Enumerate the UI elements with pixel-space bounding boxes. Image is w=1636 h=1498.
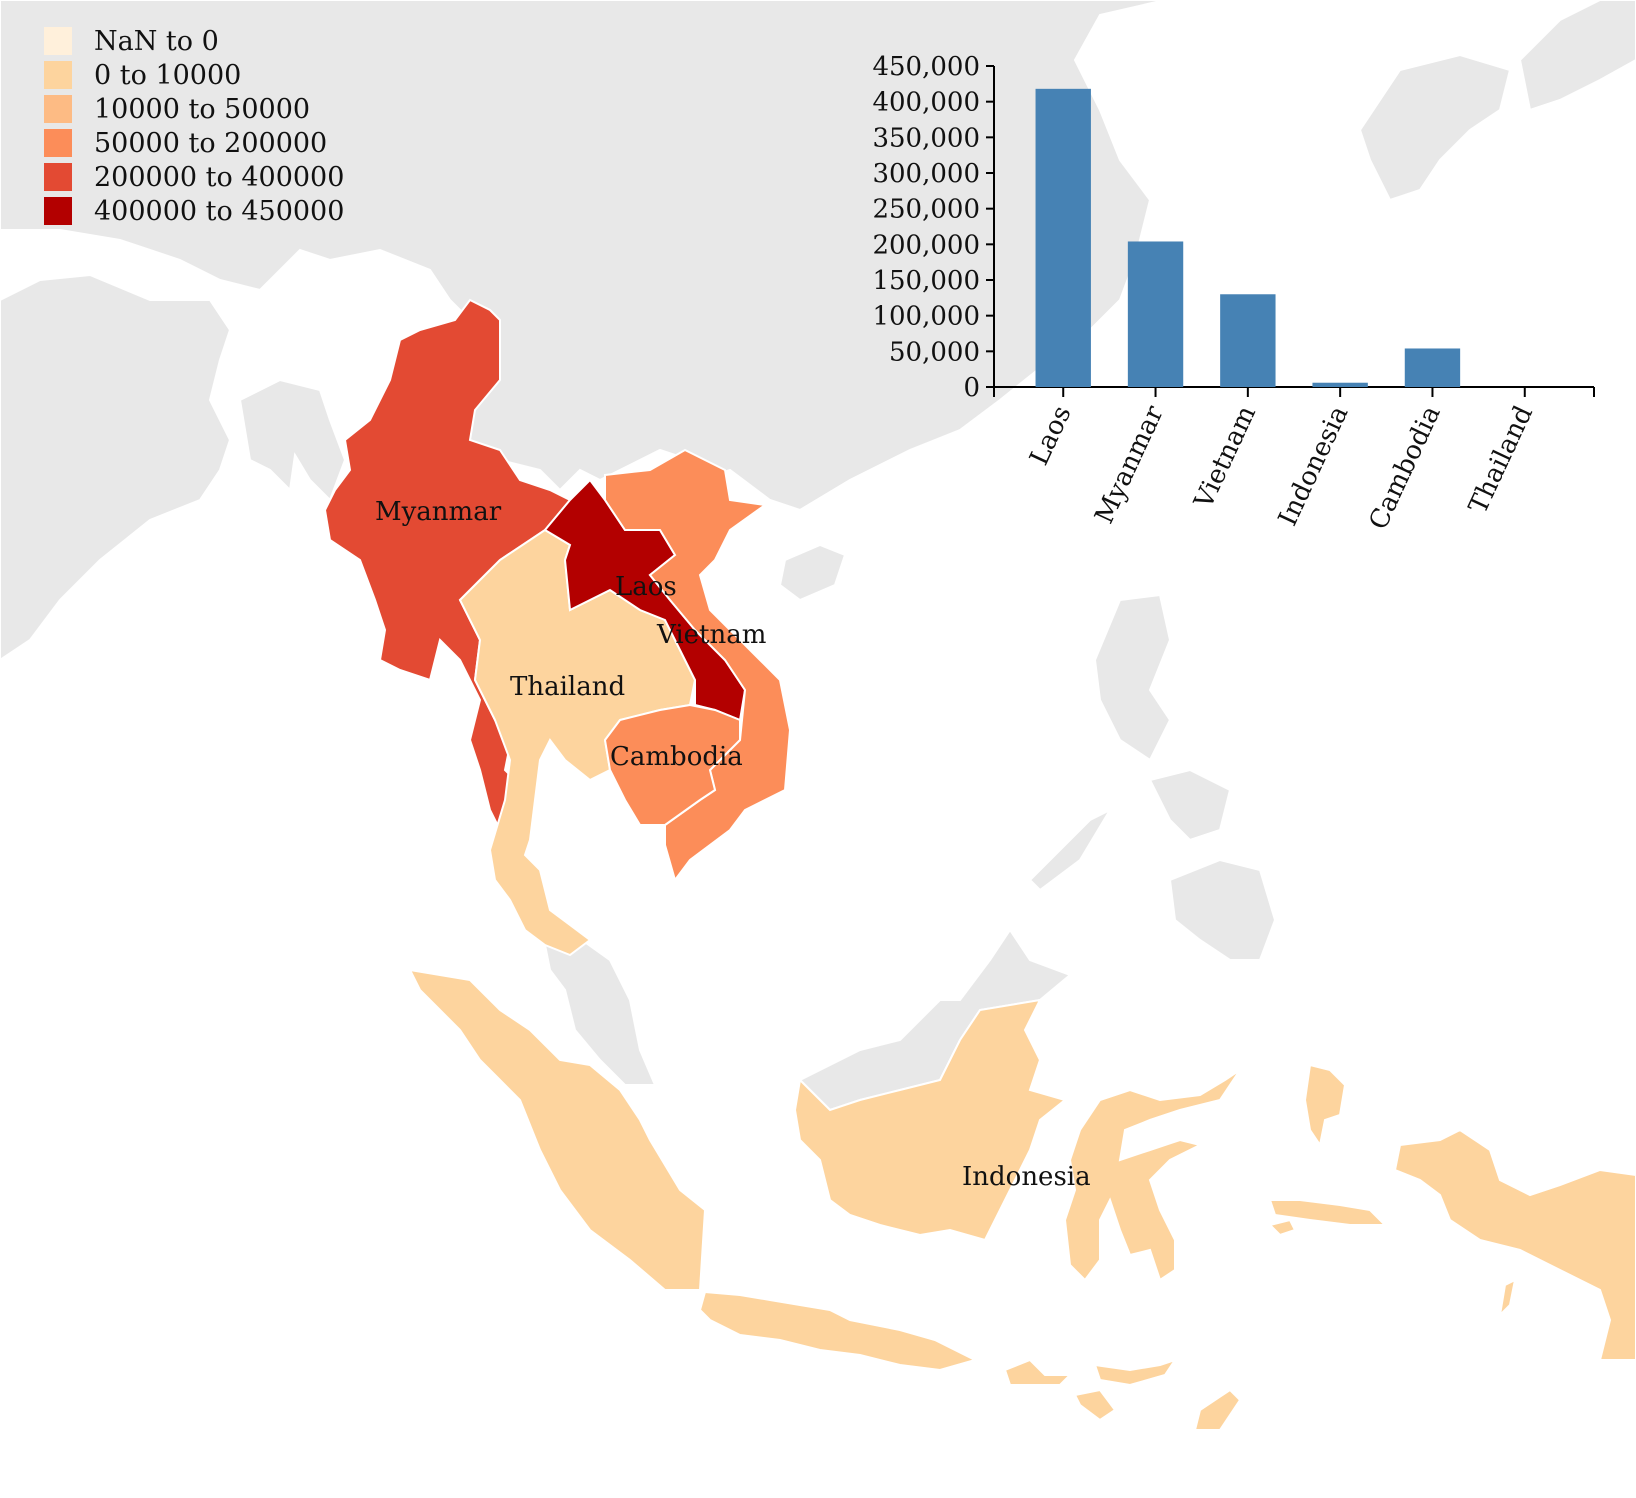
legend-item: 0 to 10000 [44, 59, 242, 91]
china-land [0, 0, 1166, 512]
hainan-land [778, 543, 847, 602]
legend-swatch [44, 197, 72, 225]
legend-item: 200000 to 400000 [44, 161, 345, 193]
java [698, 1290, 978, 1372]
x-tick-label: Cambodia [1363, 401, 1446, 534]
legend-item: NaN to 0 [44, 25, 219, 57]
philippines-north [1093, 593, 1172, 762]
country-shapes [323, 298, 1636, 1431]
bali-lombok [1003, 1358, 1073, 1386]
kei [1268, 1218, 1297, 1237]
label-vietnam: Vietnam [656, 620, 766, 650]
ceram [1268, 1199, 1388, 1226]
y-tick-label: 300,000 [872, 159, 980, 189]
bangladesh-land [238, 378, 347, 502]
bar [1404, 348, 1461, 387]
legend-swatch [44, 61, 72, 89]
philippines-mid [1148, 768, 1232, 842]
sumbawa [1093, 1358, 1178, 1387]
country-labels: Myanmar Laos Vietnam Thailand Cambodia I… [375, 497, 1091, 1192]
x-tick-label: Indonesia [1273, 401, 1355, 530]
label-laos: Laos [615, 572, 677, 602]
japan-land [1518, 0, 1636, 112]
korea-land [1358, 53, 1512, 202]
y-tick-label: 0 [963, 373, 980, 403]
label-thailand: Thailand [510, 672, 625, 702]
bar [1127, 241, 1184, 387]
label-myanmar: Myanmar [375, 497, 502, 527]
timor [1193, 1388, 1242, 1431]
sumatra [408, 968, 707, 1291]
y-tick-label: 250,000 [872, 195, 980, 225]
legend-swatch [44, 95, 72, 123]
philippines-south [1168, 858, 1277, 961]
x-tick-label: Laos [1024, 401, 1077, 470]
malaysia-peninsula [543, 933, 657, 1086]
country-vietnam[interactable] [604, 448, 792, 883]
legend-label: 50000 to 200000 [94, 127, 328, 159]
india-land [0, 273, 232, 662]
papua [1393, 1128, 1636, 1361]
country-myanmar[interactable] [323, 298, 572, 833]
y-tick-label: 400,000 [872, 88, 980, 118]
legend-swatch [44, 163, 72, 191]
country-cambodia[interactable] [603, 703, 741, 826]
bar-chart: 0 50,000 100,000 150,000 200,000 250,000 300,0… [872, 52, 1595, 534]
y-tick-label: 450,000 [872, 52, 980, 82]
legend-item: 10000 to 50000 [44, 93, 311, 125]
bar [1312, 382, 1368, 387]
halmahera-south [1498, 1278, 1517, 1318]
legend-label: NaN to 0 [94, 25, 219, 57]
x-tick-label: Myanmar [1089, 401, 1170, 529]
maluku [1303, 1063, 1347, 1148]
y-tick-label: 50,000 [889, 337, 980, 367]
legend-item: 400000 to 450000 [44, 195, 345, 227]
legend-item: 50000 to 200000 [44, 127, 328, 159]
y-tick-label: 150,000 [872, 266, 980, 296]
legend-label: 0 to 10000 [94, 59, 242, 91]
bar [1220, 294, 1276, 387]
label-cambodia: Cambodia [610, 742, 743, 772]
palawan [1028, 807, 1113, 892]
flores-south [1073, 1388, 1117, 1422]
y-tick-label: 350,000 [872, 123, 980, 153]
country-indonesia[interactable] [408, 968, 1636, 1431]
sulawesi [1063, 1069, 1241, 1282]
legend-label: 400000 to 450000 [94, 195, 345, 227]
y-tick-label: 100,000 [872, 302, 980, 332]
legend-label: 200000 to 400000 [94, 161, 345, 193]
bar [1035, 88, 1091, 388]
borneo-indonesia [793, 998, 1068, 1242]
legend-swatch [44, 129, 72, 157]
x-tick-label: Thailand [1463, 401, 1539, 518]
y-tick-label: 200,000 [872, 230, 980, 260]
background-land [0, 0, 1636, 1112]
legend-label: 10000 to 50000 [94, 93, 311, 125]
x-tick-label: Vietnam [1188, 401, 1262, 514]
label-indonesia: Indonesia [962, 1162, 1091, 1192]
legend-swatch [44, 27, 72, 55]
